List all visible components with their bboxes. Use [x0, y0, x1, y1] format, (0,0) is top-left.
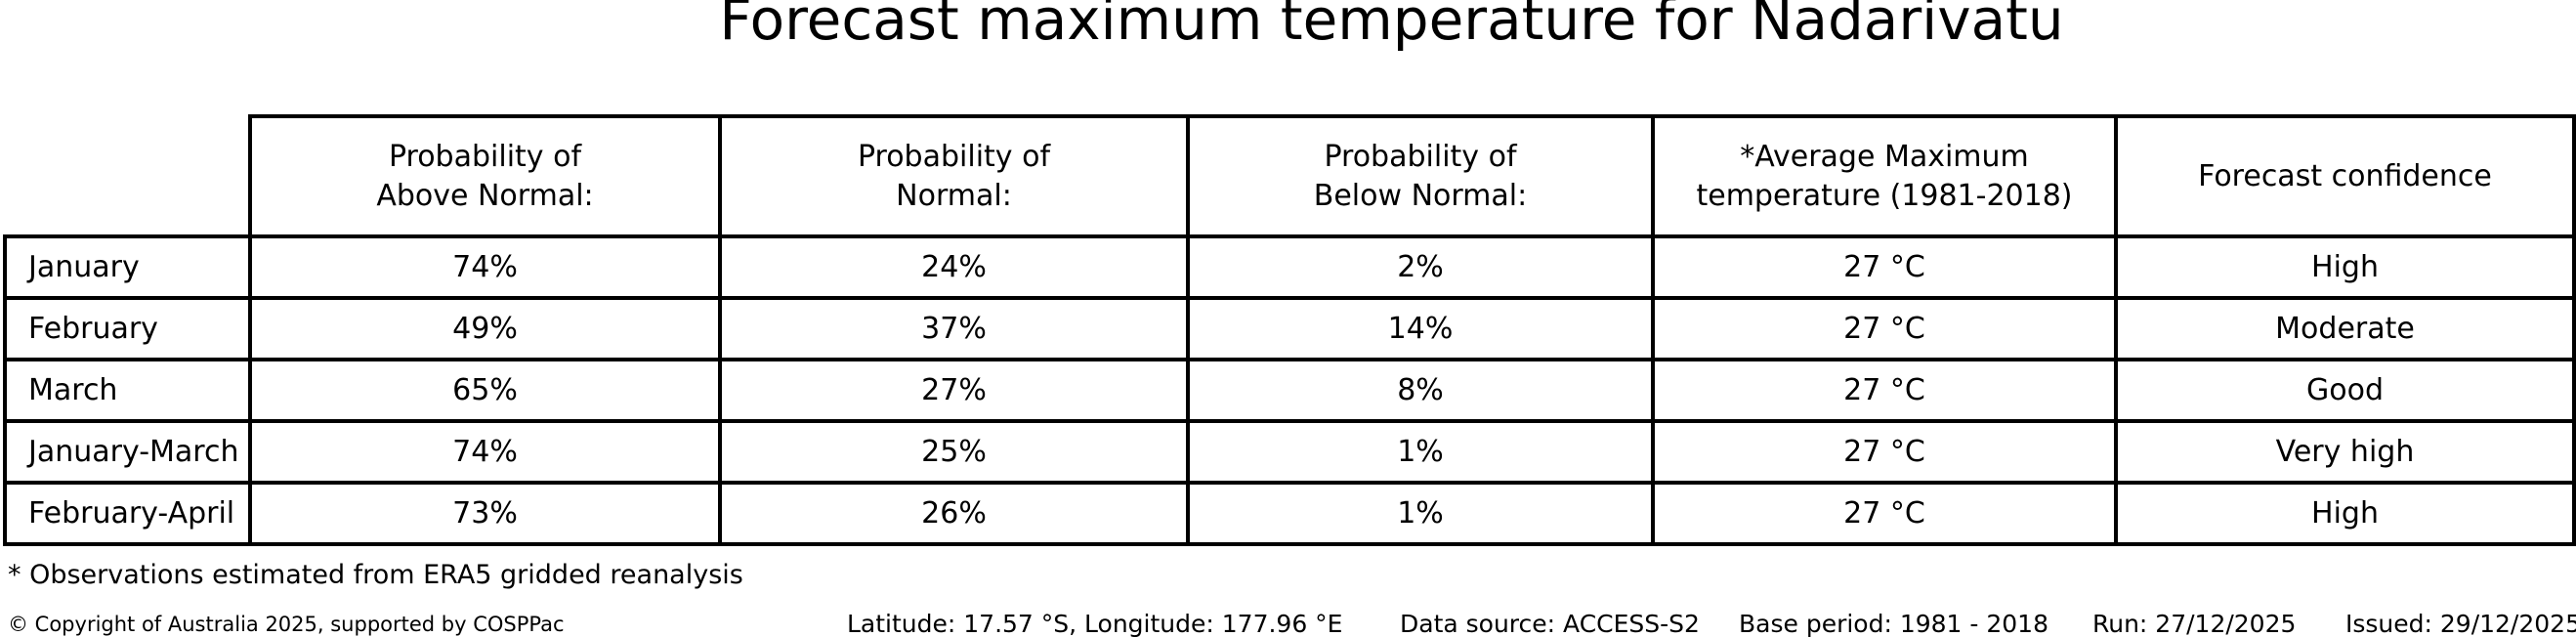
header-below-normal: Probability of Below Normal:: [1186, 114, 1655, 238]
table-row: February-April 73% 26% 1% 27 °C High: [3, 481, 2576, 546]
cell-below-normal: 2%: [1186, 234, 1655, 300]
cell-avg-max-temp: 27 °C: [1651, 296, 2118, 361]
row-label: February: [3, 296, 252, 361]
cell-avg-max-temp: 27 °C: [1651, 358, 2118, 423]
cell-above-normal: 74%: [248, 419, 722, 485]
row-label: January: [3, 234, 252, 300]
row-label: January-March: [3, 419, 252, 485]
cell-below-normal: 8%: [1186, 358, 1655, 423]
cell-below-normal: 14%: [1186, 296, 1655, 361]
cell-confidence: Very high: [2114, 419, 2576, 485]
header-above-normal: Probability of Above Normal:: [248, 114, 722, 238]
table-header-row: Probability of Above Normal: Probability…: [5, 114, 2576, 238]
base-period-text: Base period: 1981 - 2018: [1739, 610, 2048, 637]
header-normal: Probability of Normal:: [718, 114, 1190, 238]
row-label: March: [3, 358, 252, 423]
table-row: March 65% 27% 8% 27 °C Good: [3, 358, 2576, 423]
cell-normal: 24%: [718, 234, 1190, 300]
cell-above-normal: 65%: [248, 358, 722, 423]
cell-confidence: High: [2114, 481, 2576, 546]
cell-normal: 25%: [718, 419, 1190, 485]
cell-normal: 37%: [718, 296, 1190, 361]
forecast-table: Probability of Above Normal: Probability…: [3, 114, 2576, 546]
run-date-text: Run: 27/12/2025: [2092, 610, 2297, 637]
issued-date-text: Issued: 29/12/2025: [2345, 610, 2576, 637]
page-title: Forecast maximum temperature for Nadariv…: [719, 0, 2064, 53]
table-row: January-March 74% 25% 1% 27 °C Very high: [3, 419, 2576, 485]
cell-avg-max-temp: 27 °C: [1651, 419, 2118, 485]
cell-avg-max-temp: 27 °C: [1651, 234, 2118, 300]
cell-above-normal: 73%: [248, 481, 722, 546]
cell-confidence: High: [2114, 234, 2576, 300]
table-row: January 74% 24% 2% 27 °C High: [3, 234, 2576, 300]
cell-normal: 26%: [718, 481, 1190, 546]
header-avg-max-temp: *Average Maximum temperature (1981-2018): [1651, 114, 2118, 238]
cell-below-normal: 1%: [1186, 419, 1655, 485]
location-text: Latitude: 17.57 °S, Longitude: 177.96 °E: [847, 610, 1343, 637]
cell-above-normal: 74%: [248, 234, 722, 300]
observations-footnote: * Observations estimated from ERA5 gridd…: [8, 560, 743, 590]
cell-above-normal: 49%: [248, 296, 722, 361]
header-forecast-confidence: Forecast confidence: [2114, 114, 2576, 238]
cell-confidence: Good: [2114, 358, 2576, 423]
data-source-text: Data source: ACCESS-S2: [1400, 610, 1700, 637]
cell-below-normal: 1%: [1186, 481, 1655, 546]
copyright-text: © Copyright of Australia 2025, supported…: [8, 613, 565, 636]
cell-avg-max-temp: 27 °C: [1651, 481, 2118, 546]
cell-confidence: Moderate: [2114, 296, 2576, 361]
cell-normal: 27%: [718, 358, 1190, 423]
row-label: February-April: [3, 481, 252, 546]
table-corner-cell: [5, 116, 250, 236]
table-row: February 49% 37% 14% 27 °C Moderate: [3, 296, 2576, 361]
